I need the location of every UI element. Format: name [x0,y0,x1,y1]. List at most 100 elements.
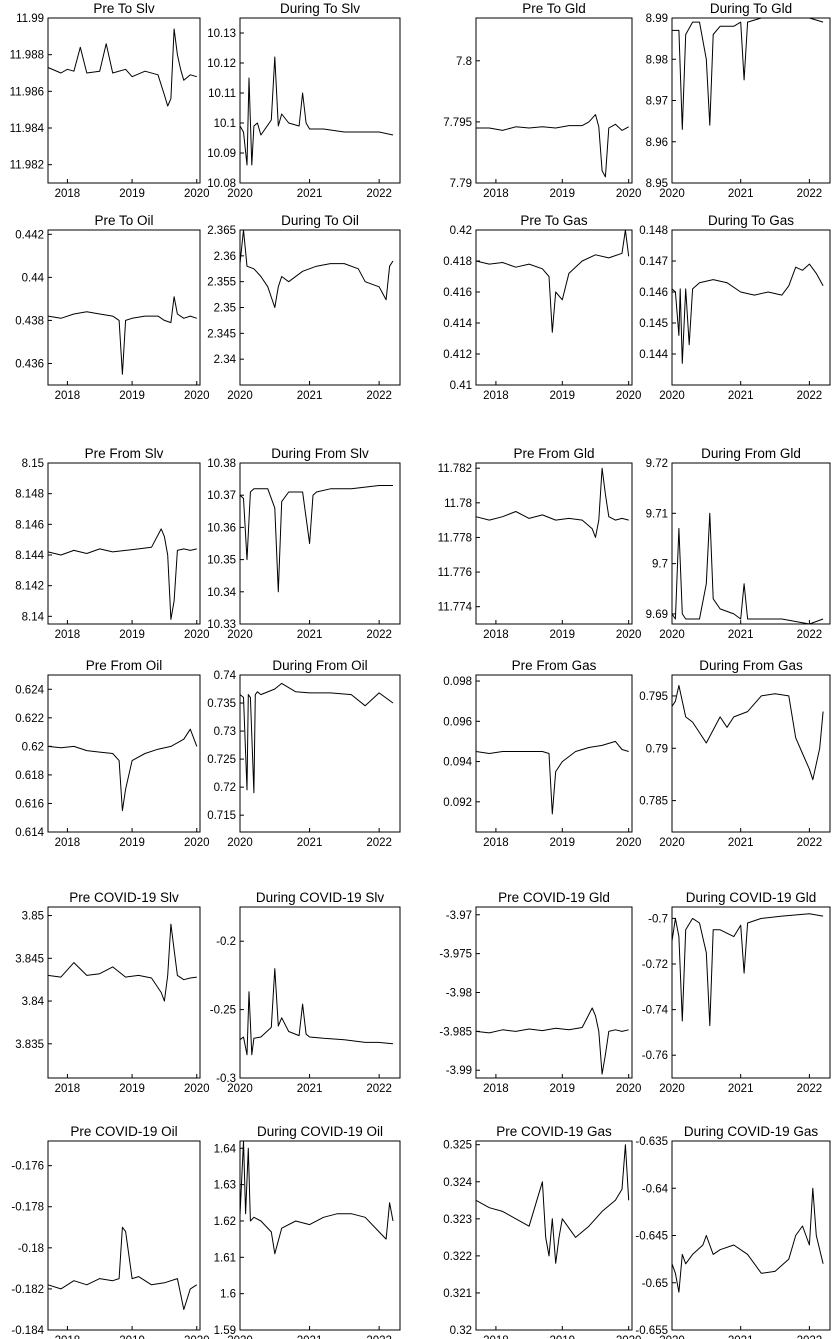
y-tick-label: -0.3 [216,1073,236,1085]
panel-pre-covid-19-oil: Pre COVID-19 Oil -0.176 -0.178 -0.18 -0.182 -… [11,1124,209,1339]
y-tick-label: 0.414 [443,318,472,330]
x-tick-label: 2018 [483,1083,509,1095]
panel-title: During To Oil [281,213,359,228]
plot-frame [475,229,633,386]
panel-during-to-gas: During To Gas 0.148 0.147 0.146 0.145 0.144 20… [639,213,831,402]
y-tick-label: -3.98 [446,988,472,1000]
y-tick-label: 8.97 [646,96,668,108]
panel-title: During To Gas [708,213,794,228]
x-tick-label: 2019 [119,188,145,200]
y-tick-label: 1.64 [214,1143,237,1155]
y-tick-label: 10.12 [207,58,236,70]
y-tick-label: 10.09 [207,148,236,160]
series-line [47,28,197,107]
x-tick-label: 2020 [184,629,210,641]
series-line [47,1226,198,1310]
x-tick-label: 2019 [119,629,145,641]
x-tick-label: 2021 [297,1335,323,1339]
x-tick-label: 2020 [184,188,210,200]
panel-during-from-oil: During From Oil 0.74 0.735 0.73 0.725 0.72 0.7… [207,658,401,849]
x-tick-label: 2020 [227,390,253,402]
x-tick-label: 2020 [659,390,685,402]
x-tick-label: 2020 [184,1335,210,1339]
series-line [47,728,198,812]
y-tick-label: 0.323 [443,1214,472,1226]
y-tick-label: 0.412 [443,349,472,361]
y-tick-label: -0.2 [216,936,236,948]
y-tick-label: 1.61 [214,1252,236,1264]
panel-title: Pre From Gas [512,658,597,673]
y-tick-label: 3.84 [22,996,45,1008]
plot-frame [239,17,401,184]
y-tick-label: 1.6 [220,1289,236,1301]
x-tick-label: 2020 [659,1083,685,1095]
y-tick-label: 10.35 [207,555,236,567]
y-tick-label: 0.725 [207,754,236,766]
y-tick-label: 0.735 [207,698,236,710]
y-tick-label: 10.34 [207,587,236,599]
y-tick-label: -0.184 [11,1325,44,1337]
series-line [672,17,824,130]
y-tick-label: 10.11 [208,88,236,100]
y-tick-label: 0.322 [443,1251,472,1263]
y-tick-label: 9.72 [646,458,668,470]
x-tick-label: 2022 [366,629,392,641]
y-tick-label: 8.142 [15,581,44,593]
x-tick-label: 2019 [550,1335,576,1339]
x-tick-label: 2018 [55,188,81,200]
y-tick-label: 0.785 [639,796,668,808]
panel-pre-covid-19-gas: Pre COVID-19 Gas 0.325 0.324 0.323 0.322 0.32… [443,1124,641,1339]
x-tick-label: 2022 [797,629,823,641]
plot-frame [671,674,831,833]
y-tick-label: 0.624 [15,684,44,696]
y-tick-label: 0.325 [443,1140,472,1152]
y-tick-label: 8.146 [15,519,44,531]
y-tick-label: 2.36 [214,251,236,263]
y-tick-label: 11.984 [10,123,45,135]
y-tick-label: 3.845 [15,953,44,965]
panel-title: During COVID-19 Oil [257,1124,383,1139]
y-tick-label: 9.71 [646,508,668,520]
panel-during-from-gld: During From Gld 9.72 9.71 9.7 9.69 2020 2021 20… [646,446,831,641]
y-tick-label: 10.33 [207,619,236,631]
x-tick-label: 2019 [550,837,576,849]
panel-pre-to-oil: Pre To Oil 0.442 0.44 0.438 0.436 2018 2019 202… [15,213,209,402]
x-tick-label: 2022 [366,1335,392,1339]
y-tick-label: 0.715 [207,810,236,822]
x-tick-label: 2021 [297,390,323,402]
y-tick-label: -0.645 [635,1231,668,1243]
x-tick-label: 2020 [616,1083,642,1095]
y-tick-label: 0.442 [15,229,44,241]
y-tick-label: 1.59 [214,1325,236,1337]
plot-frame [475,462,633,625]
series-line [239,56,394,166]
panel-title: Pre To Gas [520,213,588,228]
y-tick-label: 0.324 [443,1177,472,1189]
panel-pre-to-gld: Pre To Gld 7.8 7.795 7.79 2018 2019 2020 [443,1,641,200]
y-tick-label: 0.438 [15,315,44,327]
y-tick-label: 8.98 [646,54,668,66]
x-tick-label: 2020 [227,629,253,641]
y-tick-label: 8.144 [15,550,44,562]
y-tick-label: -0.655 [635,1325,668,1337]
x-tick-label: 2022 [366,837,392,849]
panel-title: Pre To Gld [522,1,586,16]
y-tick-label: 2.35 [214,303,236,315]
panel-title: Pre From Gld [513,446,594,461]
x-tick-label: 2019 [550,390,576,402]
x-tick-label: 2019 [119,390,145,402]
plot-frame [47,1140,201,1331]
y-tick-label: 0.73 [214,726,236,738]
y-tick-label: 0.092 [443,797,472,809]
plot-frame [239,1140,401,1331]
y-tick-label: 0.146 [639,287,668,299]
y-tick-label: 0.79 [646,743,668,755]
panel-pre-from-slv: Pre From Slv 8.15 8.148 8.146 8.144 8.142 8.14… [15,446,209,641]
series-line [671,512,824,625]
x-tick-label: 2020 [616,1335,642,1339]
x-tick-label: 2020 [227,1083,253,1095]
x-tick-label: 2018 [483,1335,509,1339]
panel-during-from-slv: During From Slv 10.38 10.37 10.36 10.35 10.34… [207,446,401,641]
x-tick-label: 2020 [659,188,685,200]
x-tick-label: 2020 [184,1083,210,1095]
